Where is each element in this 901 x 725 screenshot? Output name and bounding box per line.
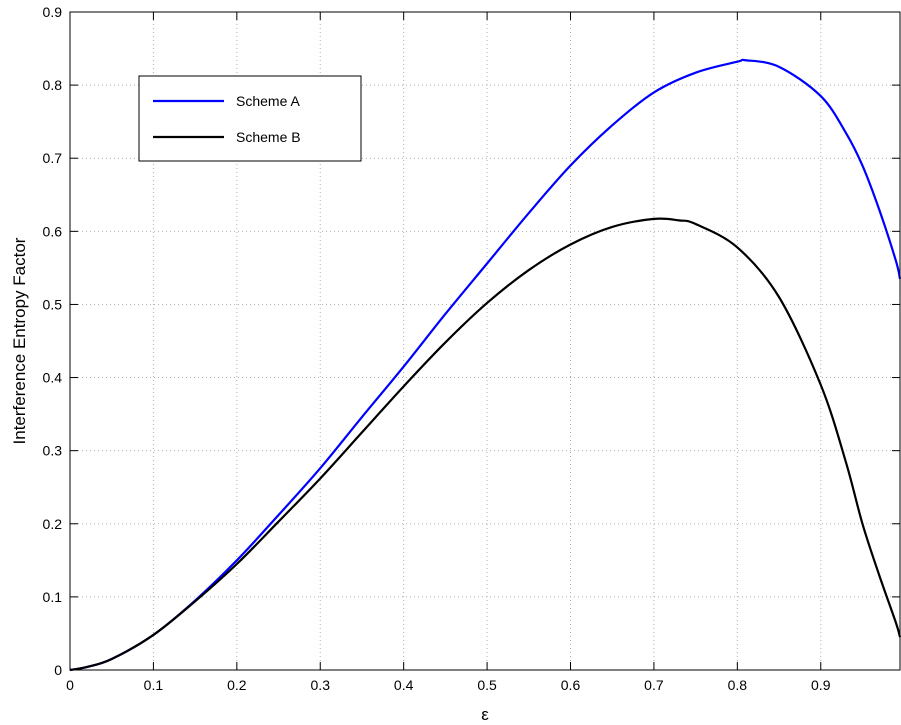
series-lines — [69, 58, 901, 672]
y-tick-label: 0.3 — [43, 443, 63, 459]
x-tick-label: 0.5 — [477, 677, 497, 693]
axis-ticks — [69, 11, 900, 671]
x-tick-label: 0.7 — [644, 677, 664, 693]
legend-label-scheme-b: Scheme B — [236, 129, 301, 145]
x-tick-label: 0.6 — [561, 677, 581, 693]
series-line-scheme-b — [69, 217, 901, 672]
grid-lines — [70, 12, 900, 670]
y-tick-label: 0.1 — [43, 589, 63, 605]
axes-box — [69, 11, 901, 671]
x-tick-labels: 0 0.1 0.2 0.3 0.4 0.5 0.6 0.7 0.8 0.9 — [66, 677, 831, 693]
legend: Scheme A Scheme B — [138, 75, 362, 162]
x-tick-label: 0.8 — [728, 677, 748, 693]
y-tick-label: 0.4 — [43, 370, 63, 386]
y-tick-label: 0.6 — [43, 223, 63, 239]
x-tick-label: 0.9 — [811, 677, 831, 693]
y-tick-labels: 0 0.1 0.2 0.3 0.4 0.5 0.6 0.7 0.8 0.9 — [43, 4, 63, 678]
x-tick-label: 0.2 — [227, 677, 247, 693]
x-tick-label: 0 — [66, 677, 74, 693]
y-axis-label: Interference Entropy Factor — [10, 237, 29, 444]
x-tick-label: 0.3 — [311, 677, 331, 693]
x-tick-label: 0.4 — [394, 677, 414, 693]
y-tick-label: 0.2 — [43, 516, 63, 532]
legend-box — [138, 75, 362, 162]
y-tick-label: 0.9 — [43, 4, 63, 20]
x-tick-label: 0.1 — [144, 677, 164, 693]
legend-label-scheme-a: Scheme A — [236, 93, 300, 109]
x-axis-label: ε — [481, 705, 489, 724]
y-tick-label: 0.8 — [43, 77, 63, 93]
y-tick-label: 0 — [54, 662, 62, 678]
y-tick-label: 0.7 — [43, 150, 63, 166]
y-tick-label: 0.5 — [43, 296, 63, 312]
